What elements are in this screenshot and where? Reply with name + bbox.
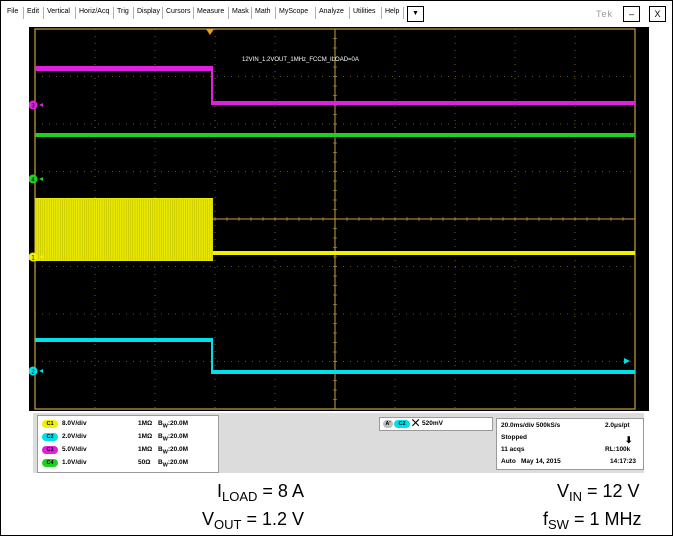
- caption-vout: VOUT = 1.2 V: [202, 509, 305, 532]
- trigger-slope-icon: ⨉: [412, 418, 420, 428]
- channel-1-marker[interactable]: 1: [28, 252, 43, 262]
- svg-text:4: 4: [31, 178, 35, 184]
- menu-separator: [381, 7, 382, 19]
- channel-4-impedance: 50Ω: [138, 459, 151, 466]
- channel-3-marker[interactable]: 3: [28, 100, 43, 110]
- trigger-position-marker[interactable]: [206, 29, 214, 35]
- channel-2-scale: 2.0V/div: [62, 433, 87, 440]
- menu-display[interactable]: Display: [137, 8, 160, 15]
- minimize-button[interactable]: –: [623, 6, 640, 22]
- channel-3-bandwidth: BW:20.0M: [158, 446, 189, 456]
- menu-cursors[interactable]: Cursors: [166, 8, 191, 15]
- svg-text:3: 3: [31, 104, 35, 110]
- trigger-channel-badge: C2: [394, 420, 410, 428]
- channel-2-badge: C2: [42, 433, 58, 441]
- close-button[interactable]: X: [649, 6, 666, 22]
- channel-4-trace: [35, 133, 635, 137]
- arrow-down-icon: ⬇: [625, 435, 633, 445]
- menu-separator: [162, 7, 163, 19]
- channel-1-trace: [35, 198, 635, 261]
- channel-4-bandwidth: BW:20.0M: [158, 459, 189, 469]
- channel-2-trace: [35, 338, 635, 374]
- channel-3-impedance: 1MΩ: [138, 446, 153, 453]
- menu-separator: [251, 7, 252, 19]
- menu-separator: [403, 7, 404, 19]
- menu-measure[interactable]: Measure: [197, 8, 225, 15]
- menu-utilities[interactable]: Utilities: [353, 8, 376, 15]
- caption-iload: ILOAD = 8 A: [217, 481, 304, 504]
- channel-settings-panel: C1 8.0V/div 1MΩ BW:20.0M C2 2.0V/div 1MΩ…: [37, 415, 219, 473]
- menu-help[interactable]: Help: [385, 8, 400, 15]
- channel-2-offset-indicator: [624, 358, 630, 364]
- timebase: 20.0ms/div 500kS/s: [501, 422, 561, 429]
- channel-2-impedance: 1MΩ: [138, 433, 153, 440]
- menu-separator: [75, 7, 76, 19]
- channel-1-scale: 8.0V/div: [62, 420, 87, 427]
- channel-1-impedance: 1MΩ: [138, 420, 153, 427]
- caption-vin: VIN = 12 V: [557, 481, 640, 504]
- screen-label: 12VIN_1.2VOUT_1MHz_FCCM_ILOAD=0A: [242, 57, 359, 63]
- acquisition-state: Stopped: [501, 434, 527, 441]
- channel-1-bandwidth: BW:20.0M: [158, 420, 189, 430]
- menu-separator: [23, 7, 24, 19]
- menu-separator: [349, 7, 350, 19]
- svg-text:2: 2: [31, 370, 35, 376]
- acquisition-date: May 14, 2015: [521, 458, 561, 465]
- waveform-screen: 12VIN_1.2VOUT_1MHz_FCCM_ILOAD=0A 3: [28, 27, 649, 411]
- menu-file[interactable]: File: [7, 8, 19, 15]
- record-length: RL:100k: [605, 446, 631, 453]
- channel-4-scale: 1.0V/div: [62, 459, 87, 466]
- acquisition-panel[interactable]: 20.0ms/div 500kS/s 2.0μs/pt Stopped ⬇ 11…: [496, 418, 644, 470]
- channel-2-marker[interactable]: 2: [28, 366, 43, 376]
- tek-logo: Tek: [596, 9, 614, 19]
- menu-analyze[interactable]: Analyze: [319, 8, 344, 15]
- menu-bar: File Edit Vertical Horiz/Acq Trig Displa…: [1, 1, 672, 25]
- caption-fsw: fSW = 1 MHz: [543, 509, 642, 532]
- menu-mask[interactable]: Mask: [232, 8, 249, 15]
- menu-separator: [275, 7, 276, 19]
- channel-3-scale: 5.0V/div: [62, 446, 87, 453]
- menu-vertical[interactable]: Vertical: [47, 8, 70, 15]
- menu-separator: [43, 7, 44, 19]
- acquisition-count: 11 acqs: [501, 446, 525, 453]
- channel-4-marker[interactable]: 4: [28, 174, 43, 184]
- menu-math[interactable]: Math: [255, 8, 271, 15]
- menu-dropdown-button[interactable]: ▼: [407, 6, 424, 22]
- trigger-mode-badge: A': [383, 420, 393, 428]
- menu-separator: [133, 7, 134, 19]
- channel-4-badge: C4: [42, 459, 58, 467]
- control-panel: C1 8.0V/div 1MΩ BW:20.0M C2 2.0V/div 1MΩ…: [33, 413, 644, 473]
- trigger-mode: Auto: [501, 458, 516, 465]
- acquisition-time: 14:17:23: [610, 458, 637, 465]
- menu-myscope[interactable]: MyScope: [279, 8, 309, 15]
- trigger-level: 520mV: [422, 420, 443, 427]
- channel-1-badge: C1: [42, 420, 58, 428]
- menu-horiz-acq[interactable]: Horiz/Acq: [79, 8, 110, 15]
- scope-display: 12VIN_1.2VOUT_1MHz_FCCM_ILOAD=0A 3: [28, 27, 649, 411]
- menu-trig[interactable]: Trig: [117, 8, 129, 15]
- svg-text:1: 1: [31, 256, 35, 262]
- trigger-readout[interactable]: A' C2 ⨉ 520mV: [379, 417, 493, 431]
- channel-2-bandwidth: BW:20.0M: [158, 433, 189, 443]
- menu-edit[interactable]: Edit: [27, 8, 40, 15]
- menu-separator: [228, 7, 229, 19]
- channel-3-trace: [35, 66, 635, 105]
- menu-separator: [193, 7, 194, 19]
- sample-resolution: 2.0μs/pt: [605, 422, 630, 429]
- menu-separator: [113, 7, 114, 19]
- channel-3-badge: C3: [42, 446, 58, 454]
- menu-separator: [315, 7, 316, 19]
